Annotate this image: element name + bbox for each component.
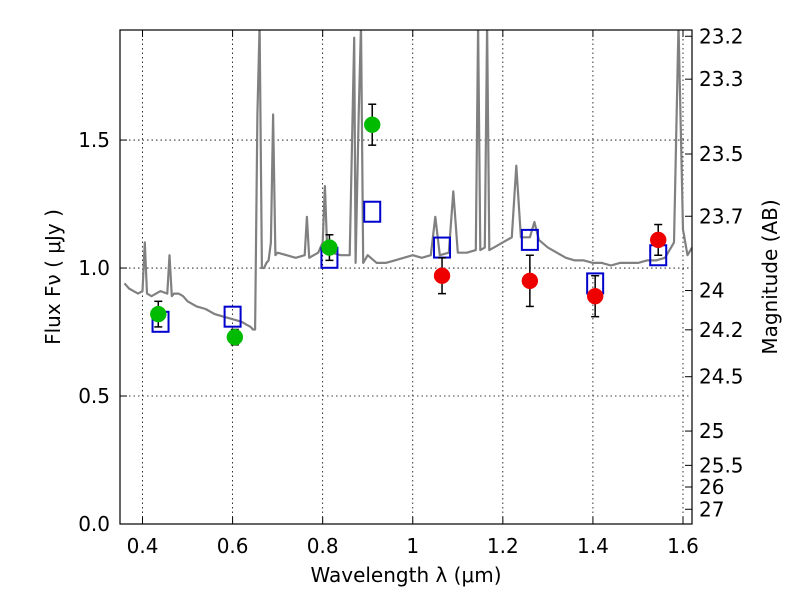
red-data-point	[521, 272, 539, 290]
y2-tick-label: 24.2	[699, 318, 744, 342]
y2-tick-label: 27	[699, 497, 724, 521]
data-layer	[123, 30, 692, 346]
green-data-point	[150, 305, 167, 323]
model-square-point	[520, 228, 539, 251]
green-data-point	[226, 328, 244, 346]
y2-tick-label: 25.5	[699, 453, 744, 477]
y2-tick-label: 26	[699, 475, 724, 499]
model-square-point	[223, 305, 242, 328]
y2-tick-label: 24.5	[699, 365, 744, 389]
x-tick-label: 0.8	[307, 534, 339, 558]
x-tick-label: 1.2	[487, 534, 519, 558]
x-tick-label: 1.4	[577, 534, 609, 558]
x-axis-label: Wavelength λ (μm)	[310, 563, 501, 587]
plot-frame	[119, 29, 693, 525]
y2-tick-label: 23.7	[699, 204, 744, 228]
y2-tick-label: 23.5	[699, 142, 744, 166]
x-tick-label: 0.6	[217, 534, 249, 558]
y-tick-label: 1.5	[78, 128, 110, 152]
x-tick-label: 0.4	[127, 534, 159, 558]
y-axis-label: Flux Fν ( μJy )	[41, 209, 65, 345]
y-tick-label: 0.5	[78, 384, 110, 408]
y2-tick-label: 24	[699, 279, 724, 303]
x-tick-label: 1	[406, 534, 419, 558]
y2-tick-label: 23.2	[699, 24, 744, 48]
red-data-point	[586, 287, 604, 305]
green-data-point	[321, 239, 338, 256]
ticks: 0.4 0.6 0.8 1 1.2 1.4 1.6 0.0 0.5 1.0 1.5 23.2 23.3 2…	[78, 24, 743, 558]
grid	[120, 30, 692, 525]
y2-axis-label: Magnitude (AB)	[758, 199, 782, 354]
red-data-point	[433, 267, 451, 284]
green-data-point	[363, 116, 381, 133]
y-tick-label: 1.0	[78, 256, 110, 280]
y2-tick-label: 23.3	[699, 67, 744, 91]
model-square-point	[363, 200, 382, 223]
y2-tick-label: 25	[699, 419, 724, 443]
x-tick-label: 1.6	[667, 534, 699, 558]
red-data-point	[649, 231, 667, 249]
spectrum-line	[123, 30, 692, 331]
y-tick-label: 0.0	[78, 512, 110, 536]
